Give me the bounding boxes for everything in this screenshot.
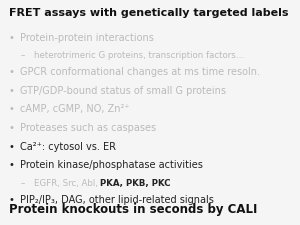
Text: GTP/GDP-bound status of small G proteins: GTP/GDP-bound status of small G proteins — [20, 86, 227, 96]
Text: •: • — [9, 160, 15, 170]
Text: heterotrimeric G proteins, transcription factors…: heterotrimeric G proteins, transcription… — [34, 51, 244, 60]
Text: •: • — [9, 195, 15, 205]
Text: •: • — [9, 86, 15, 96]
Text: cAMP, cGMP, NO, Zn²⁺: cAMP, cGMP, NO, Zn²⁺ — [20, 104, 130, 114]
Text: Ca²⁺: cytosol vs. ER: Ca²⁺: cytosol vs. ER — [20, 142, 116, 152]
Text: PIP₂/IP₃, DAG, other lipid-related signals: PIP₂/IP₃, DAG, other lipid-related signa… — [20, 195, 214, 205]
Text: GPCR conformational changes at ms time resoln.: GPCR conformational changes at ms time r… — [20, 67, 260, 77]
Text: PKA, PKB, PKC: PKA, PKB, PKC — [100, 179, 171, 188]
Text: Proteases such as caspases: Proteases such as caspases — [20, 123, 157, 133]
Text: –: – — [21, 179, 26, 188]
Text: •: • — [9, 142, 15, 152]
Text: –: – — [21, 51, 26, 60]
Text: FRET assays with genetically targeted labels: FRET assays with genetically targeted la… — [9, 8, 289, 18]
Text: Protein kinase/phosphatase activities: Protein kinase/phosphatase activities — [20, 160, 203, 170]
Text: •: • — [9, 33, 15, 43]
Text: •: • — [9, 123, 15, 133]
Text: EGFR, Src, Abl,: EGFR, Src, Abl, — [34, 179, 100, 188]
Text: Protein-protein interactions: Protein-protein interactions — [20, 33, 154, 43]
Text: •: • — [9, 67, 15, 77]
Text: •: • — [9, 104, 15, 114]
Text: Protein knockouts in seconds by CALI: Protein knockouts in seconds by CALI — [9, 203, 257, 216]
